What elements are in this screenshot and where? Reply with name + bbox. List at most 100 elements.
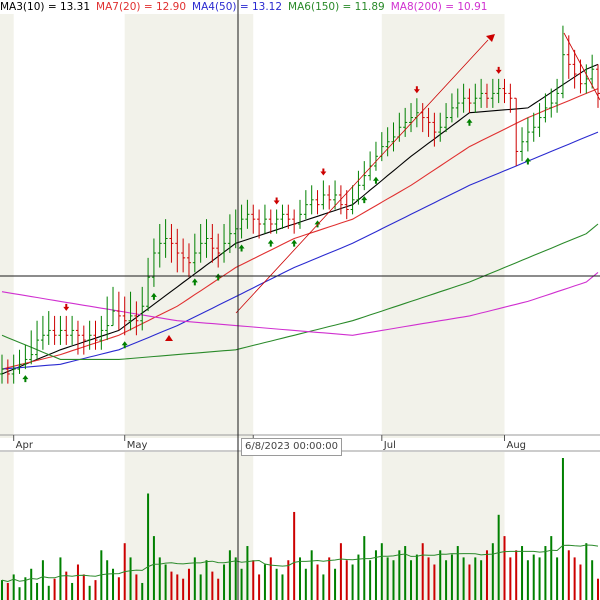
volume-bar: [334, 568, 337, 600]
volume-bar: [293, 511, 296, 600]
buy-signal-arrow-icon: [372, 176, 379, 184]
buy-signal-arrow-icon: [215, 273, 222, 281]
volume-bar: [117, 577, 120, 600]
x-tick-label: Jul: [383, 440, 396, 451]
volume-bar: [433, 564, 436, 600]
volume-bar: [1, 580, 3, 600]
volume-bar: [88, 585, 91, 600]
volume-bar: [53, 578, 56, 600]
volume-bar: [187, 568, 190, 600]
buy-signal-arrow-icon: [22, 375, 29, 383]
volume-bar: [12, 574, 15, 600]
volume-bar: [129, 557, 132, 600]
volume-bar: [170, 571, 173, 600]
volume-bar: [158, 557, 161, 600]
volume-bar: [538, 557, 541, 600]
volume-bar: [24, 577, 27, 600]
x-tick-label: Apr: [16, 440, 34, 451]
x-tick-label: Aug: [507, 440, 527, 451]
volume-bar: [556, 557, 559, 600]
volume-bar: [573, 557, 576, 600]
volume-bar: [386, 557, 389, 600]
volume-bar: [392, 560, 395, 600]
sell-signal-arrow-icon: [413, 86, 420, 94]
legend-ma8: MA8(200) = 10.91: [390, 1, 488, 13]
crosshair-date-label: 6/8/2023 00:00:00: [241, 438, 343, 456]
volume-bar: [228, 550, 231, 600]
volume-bar: [374, 550, 377, 600]
volume-bar: [234, 557, 237, 600]
volume-bar: [246, 546, 249, 600]
volume-bar: [462, 557, 465, 600]
trendline-up[interactable]: [235, 39, 489, 314]
volume-bar: [211, 571, 214, 600]
volume-bar: [240, 568, 243, 600]
volume-bar: [176, 574, 179, 600]
volume-bar: [339, 543, 342, 600]
background-band: [381, 14, 505, 438]
buy-signal-arrow-icon: [314, 220, 321, 228]
volume-bar: [299, 557, 301, 600]
volume-bar: [41, 560, 44, 600]
legend-ma3: MA3(10) = 13.31: [0, 1, 91, 13]
volume-bar: [550, 536, 553, 600]
volume-bar: [579, 564, 582, 600]
volume-bar: [112, 568, 115, 600]
volume-bar: [439, 550, 442, 600]
volume-bar: [509, 557, 512, 600]
volume-bar: [316, 564, 319, 600]
volume-bar: [199, 574, 202, 600]
volume-bar: [30, 568, 33, 600]
volume-bar: [6, 582, 9, 600]
volume-background-band: [0, 452, 14, 600]
volume-bar: [567, 550, 570, 600]
volume-bar: [328, 557, 331, 600]
volume-bar: [258, 574, 261, 600]
buy-signal-arrow-icon: [238, 244, 245, 252]
trendline-down[interactable]: [563, 32, 600, 101]
volume-bar: [18, 587, 21, 600]
volume-bar: [445, 560, 448, 600]
volume-bar: [480, 560, 483, 600]
sell-signal-arrow-icon: [63, 303, 70, 311]
volume-bar: [182, 578, 185, 600]
volume-bar: [363, 536, 366, 600]
volume-bar: [398, 550, 401, 600]
ma-line-ma7-20-: [1, 88, 599, 370]
volume-bar: [345, 560, 348, 600]
ma-line-ma6-150-: [1, 223, 599, 360]
volume-bar: [485, 550, 488, 600]
volume-bar: [369, 560, 372, 600]
volume-bar: [544, 546, 547, 600]
volume-bar: [380, 543, 383, 600]
volume-bar: [65, 571, 68, 600]
sell-signal-arrow-icon: [495, 66, 502, 74]
volume-bar: [135, 574, 138, 600]
volume-bar: [532, 554, 535, 600]
buy-signal-arrow-icon: [361, 196, 368, 204]
legend-ma4: MA4(50) = 13.12: [192, 1, 283, 13]
volume-bar: [205, 560, 208, 600]
volume-bar: [275, 568, 278, 600]
volume-bar: [36, 582, 39, 600]
volume-bar: [497, 514, 500, 600]
sell-signal-arrow-icon: [320, 168, 327, 176]
volume-bar: [223, 564, 226, 600]
ma-line-ma8-200-: [1, 271, 599, 336]
volume-bar: [415, 554, 418, 600]
volume-bar: [193, 557, 196, 600]
buy-signal-arrow-icon: [191, 278, 198, 286]
volume-bar: [421, 543, 424, 600]
volume-ma-line: [1, 544, 599, 583]
volume-bar: [152, 536, 155, 600]
volume-bar: [164, 564, 167, 600]
triangle-marker-icon: [165, 335, 173, 341]
volume-bar: [94, 580, 97, 600]
volume-bar: [269, 557, 272, 600]
volume-bar: [561, 458, 564, 600]
buy-signal-arrow-icon: [121, 341, 128, 349]
volume-bar: [82, 574, 85, 600]
volume-bar: [515, 550, 518, 600]
